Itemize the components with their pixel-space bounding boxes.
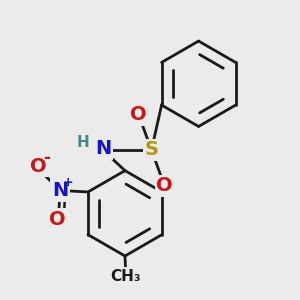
Text: CH₃: CH₃: [110, 268, 141, 284]
Text: S: S: [145, 140, 158, 160]
Text: -: -: [43, 149, 50, 167]
Text: N: N: [95, 139, 111, 158]
Text: +: +: [63, 176, 74, 189]
Text: N: N: [52, 181, 68, 200]
Text: H: H: [76, 135, 89, 150]
Text: O: O: [30, 157, 46, 175]
Text: O: O: [49, 210, 65, 229]
Text: O: O: [130, 105, 146, 124]
Text: O: O: [156, 176, 173, 195]
